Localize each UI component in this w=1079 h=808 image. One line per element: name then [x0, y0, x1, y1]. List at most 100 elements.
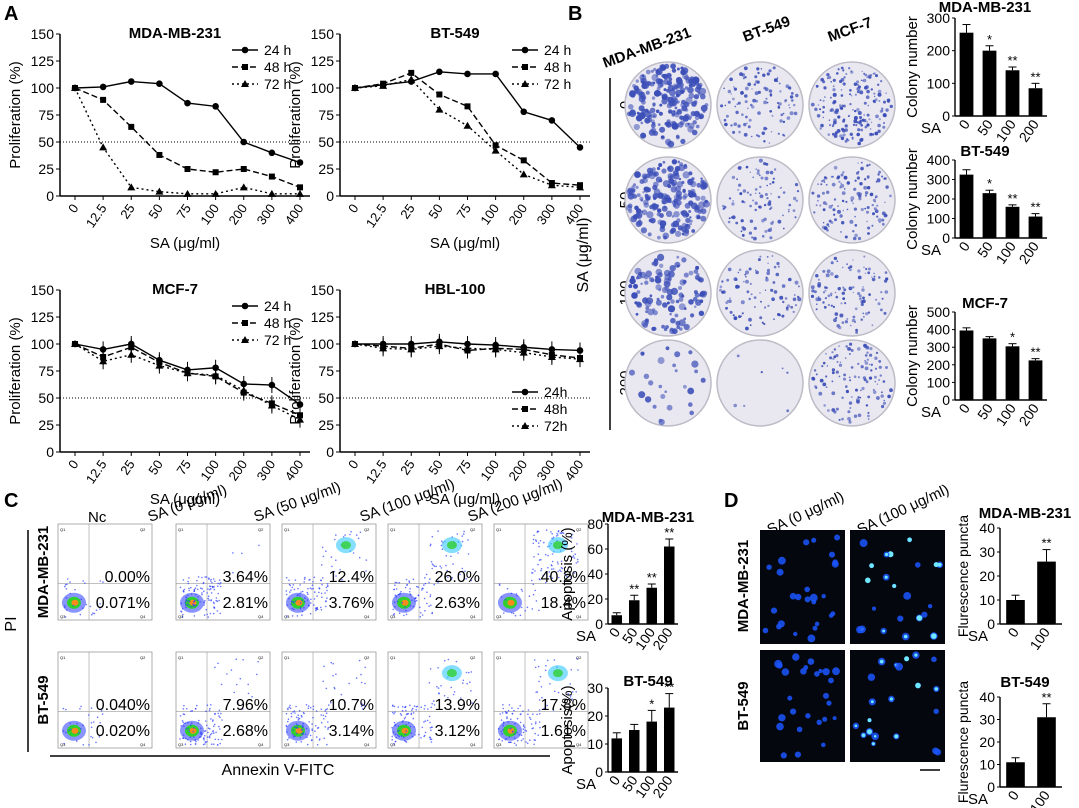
- colony: [649, 107, 656, 114]
- event-dot: [462, 679, 465, 682]
- colony: [794, 280, 799, 285]
- colony: [860, 207, 864, 212]
- event-dot: [320, 564, 323, 566]
- event-dot: [300, 714, 303, 717]
- x-tick-label: 300: [534, 201, 559, 227]
- nucleus: [814, 621, 820, 627]
- event-dot: [502, 721, 505, 723]
- colony: [771, 114, 774, 117]
- colony: [860, 389, 862, 392]
- event-dot: [431, 563, 434, 565]
- colony: [833, 110, 838, 114]
- colony: [750, 293, 753, 296]
- colony: [645, 90, 650, 95]
- event-dot: [504, 738, 507, 741]
- colony: [773, 318, 775, 321]
- colony: [863, 255, 866, 258]
- colony: [666, 404, 673, 411]
- y-tick-label: 0: [987, 616, 995, 632]
- colony: [790, 305, 794, 309]
- colony: [793, 294, 796, 296]
- event-dot: [393, 705, 396, 708]
- colony: [857, 269, 861, 273]
- colony: [702, 290, 708, 296]
- event-dot: [180, 610, 182, 612]
- y-tick-label: 100: [311, 80, 335, 96]
- quadrant-label: Q1: [60, 655, 66, 660]
- colony: [829, 124, 832, 127]
- event-dot: [180, 725, 182, 727]
- colony: [673, 194, 680, 201]
- colony: [848, 420, 852, 424]
- colony: [849, 379, 852, 382]
- event-dot: [394, 740, 397, 743]
- event-dot: [290, 712, 293, 715]
- x-tick-label: 75: [453, 457, 474, 477]
- colony: [700, 177, 703, 180]
- colony: [874, 375, 877, 379]
- event-dot: [519, 721, 522, 724]
- event-dot: [401, 601, 404, 604]
- event-dot: [325, 586, 328, 589]
- event-dot: [205, 576, 208, 578]
- event-dot: [209, 580, 212, 582]
- event-dot: [205, 741, 207, 744]
- colony: [836, 260, 839, 263]
- x-tick-label: 50: [425, 457, 446, 477]
- x-axis-label: SA (μg/ml): [150, 491, 220, 508]
- event-dot: [207, 595, 210, 597]
- event-dot: [196, 579, 198, 582]
- colony-plate: [624, 249, 712, 337]
- colony: [773, 290, 778, 294]
- colony: [766, 256, 769, 258]
- event-dot: [305, 727, 308, 730]
- event-dot: [557, 691, 560, 694]
- event-dot: [532, 568, 534, 571]
- colony: [780, 113, 784, 117]
- event-dot: [212, 586, 214, 589]
- colony: [683, 307, 687, 310]
- colony: [779, 295, 784, 300]
- colony: [732, 97, 735, 101]
- event-dot: [318, 587, 321, 589]
- colony: [879, 374, 882, 377]
- event-dot: [294, 579, 297, 581]
- data-point: [211, 189, 220, 197]
- nucleus: [816, 719, 822, 725]
- event-dot: [207, 731, 209, 734]
- colony: [676, 108, 683, 115]
- colony: [823, 226, 828, 231]
- colony: [659, 92, 663, 96]
- colony: [853, 119, 858, 124]
- x-axis-label: SA: [921, 120, 941, 137]
- x-tick-label: 200: [1015, 116, 1042, 144]
- colony: [691, 360, 699, 368]
- nucleus: [803, 665, 809, 670]
- colony: [840, 89, 843, 91]
- event-dot: [333, 687, 336, 690]
- colony: [725, 114, 729, 118]
- colony: [841, 68, 845, 72]
- legend-marker: [521, 388, 529, 396]
- quadrant-label: Q1: [60, 527, 66, 532]
- colony: [748, 317, 752, 322]
- event-dot: [414, 600, 416, 602]
- colony: [841, 291, 845, 295]
- colony: [761, 218, 765, 223]
- quadrant-label: Q4: [576, 742, 582, 747]
- event-dot: [452, 693, 455, 696]
- event-dot: [534, 732, 536, 735]
- colony: [676, 325, 680, 330]
- colony: [636, 111, 640, 115]
- event-dot: [208, 578, 210, 580]
- event-dot: [432, 564, 435, 566]
- event-dot: [525, 741, 527, 743]
- event-dot: [210, 743, 213, 745]
- y-tick-label: 150: [31, 26, 55, 42]
- data-point: [71, 84, 79, 91]
- colony: [860, 137, 864, 142]
- event-dot: [187, 721, 189, 724]
- colony: [649, 277, 655, 283]
- event-dot: [313, 576, 316, 579]
- colony: [869, 353, 873, 357]
